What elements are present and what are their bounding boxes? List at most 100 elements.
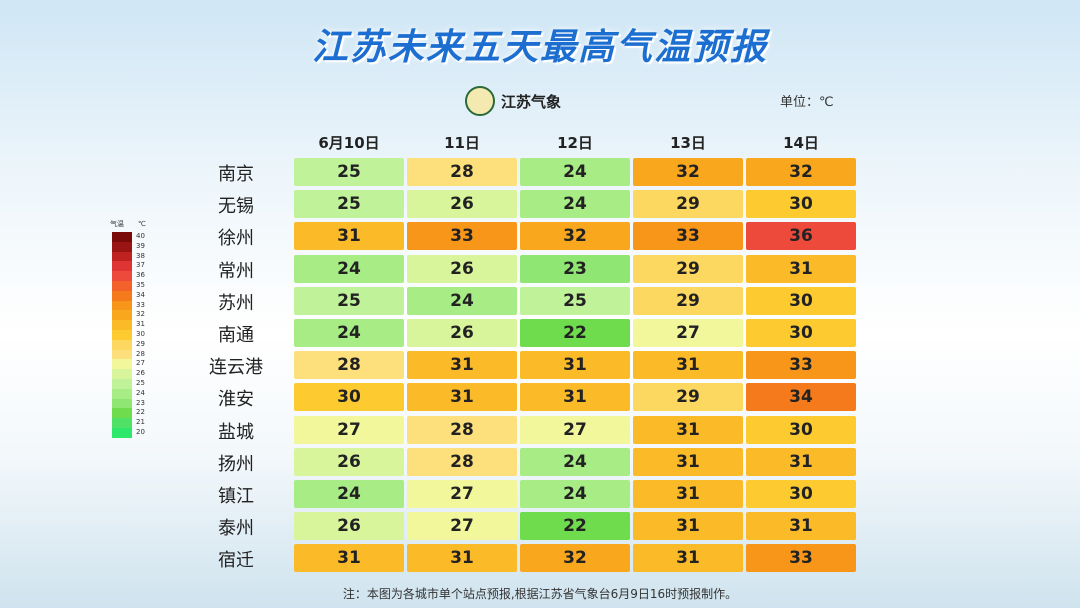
legend-swatch	[112, 290, 132, 301]
legend-label: 40	[136, 232, 145, 240]
legend-swatch	[112, 330, 132, 340]
temperature-cell: 24	[520, 190, 630, 219]
legend-label: 25	[136, 379, 145, 387]
legend-label: 35	[136, 281, 145, 289]
legend-label: 21	[136, 418, 145, 427]
logo-icon	[465, 86, 495, 116]
temperature-cell: 31	[633, 415, 743, 444]
legend-label: 31	[136, 320, 145, 329]
temperature-cell: 31	[746, 254, 856, 283]
temperature-cell: 28	[407, 447, 517, 476]
temperature-cell: 22	[520, 319, 630, 347]
temperature-cell: 31	[746, 512, 856, 541]
temperature-cell: 32	[633, 158, 743, 186]
temperature-cell: 26	[407, 190, 517, 219]
temperature-cell: 34	[746, 383, 856, 412]
temperature-cell: 29	[633, 254, 743, 283]
footnote: 注：本图为各城市单个站点预报,根据江苏省气象台6月9日16时预报制作。	[342, 587, 738, 601]
temperature-cell: 31	[520, 351, 630, 380]
city-label: 常州	[218, 260, 254, 282]
temperature-cell: 30	[746, 319, 856, 347]
temperature-cell: 25	[294, 158, 404, 186]
legend-swatch	[112, 339, 132, 350]
temperature-cell: 31	[407, 544, 517, 573]
legend-swatch	[112, 261, 132, 272]
unit: 单位：℃	[780, 95, 834, 110]
temperature-cell: 27	[520, 415, 630, 444]
column-header: 6月10日	[318, 134, 380, 152]
temperature-cell: 26	[294, 447, 404, 476]
temperature-cell: 33	[746, 544, 856, 573]
legend-label: 30	[136, 330, 145, 338]
column-header: 11日	[444, 134, 480, 152]
temperature-cell: 36	[746, 222, 856, 251]
temperature-cell: 24	[407, 286, 517, 315]
temperature-cell: 31	[294, 222, 404, 251]
legend-title: 气温	[110, 220, 124, 228]
temperature-cell: 27	[407, 480, 517, 508]
legend-label: 26	[136, 369, 145, 378]
legend-label: 39	[136, 241, 145, 250]
temperature-cell: 28	[294, 351, 404, 380]
legend-swatch	[112, 310, 132, 321]
temperature-cell: 31	[633, 447, 743, 476]
column-header: 12日	[557, 134, 593, 152]
legend-swatch	[112, 281, 132, 291]
legend-swatch	[112, 251, 132, 262]
column-header: 14日	[783, 134, 819, 152]
temperature-cell: 31	[633, 480, 743, 508]
legend-label: 20	[136, 428, 145, 436]
city-label: 泰州	[218, 518, 254, 540]
legend-label: 29	[136, 339, 145, 348]
legend-label: 32	[136, 310, 145, 319]
temperature-cell: 27	[407, 512, 517, 541]
legend-swatch	[112, 271, 132, 281]
legend-label: 34	[136, 290, 145, 299]
temperature-cell: 28	[407, 415, 517, 444]
legend-swatch	[112, 388, 132, 399]
temperature-cell: 31	[294, 544, 404, 573]
legend-swatch	[112, 398, 132, 409]
temperature-cell: 26	[407, 254, 517, 283]
temperature-cell: 24	[520, 447, 630, 476]
city-label: 镇江	[218, 486, 254, 507]
legend-label: 22	[136, 408, 145, 417]
legend-label: 33	[136, 300, 145, 309]
city-label: 连云港	[209, 357, 263, 379]
temperature-cell: 32	[520, 544, 630, 573]
temperature-cell: 31	[746, 447, 856, 476]
temperature-cell: 26	[294, 512, 404, 541]
temperature-cell: 29	[633, 190, 743, 219]
temperature-cell: 24	[520, 158, 630, 186]
temperature-cell: 30	[746, 480, 856, 508]
legend-label: 37	[136, 261, 145, 270]
legend-swatch	[112, 300, 132, 311]
legend-swatch	[112, 359, 132, 370]
legend-label: 36	[136, 271, 145, 280]
legend-swatch	[112, 418, 132, 428]
legend-label: 38	[136, 251, 145, 260]
temperature-cell: 31	[633, 544, 743, 573]
temperature-cell: 30	[294, 383, 404, 412]
logo: 江苏气象	[465, 86, 561, 116]
temperature-cell: 23	[520, 254, 630, 283]
temperature-cell: 24	[294, 254, 404, 283]
temperature-cell: 27	[633, 319, 743, 347]
temperature-cell: 33	[746, 351, 856, 380]
temperature-cell: 27	[294, 415, 404, 444]
temperature-cell: 31	[633, 351, 743, 380]
temperature-cell: 24	[294, 480, 404, 508]
legend-label: 23	[136, 398, 145, 407]
city-label: 扬州	[218, 453, 254, 475]
legend-swatch	[112, 320, 132, 330]
legend-swatch	[112, 408, 132, 419]
temperature-cell: 29	[633, 286, 743, 315]
temperature-cell: 33	[633, 222, 743, 251]
temperature-cell: 25	[294, 190, 404, 219]
temperature-cell: 22	[520, 512, 630, 541]
temperature-cell: 30	[746, 286, 856, 315]
legend-label: 28	[136, 349, 145, 358]
temperature-cell: 30	[746, 190, 856, 219]
legend-label: 24	[136, 388, 145, 397]
temperature-cell: 31	[407, 351, 517, 380]
